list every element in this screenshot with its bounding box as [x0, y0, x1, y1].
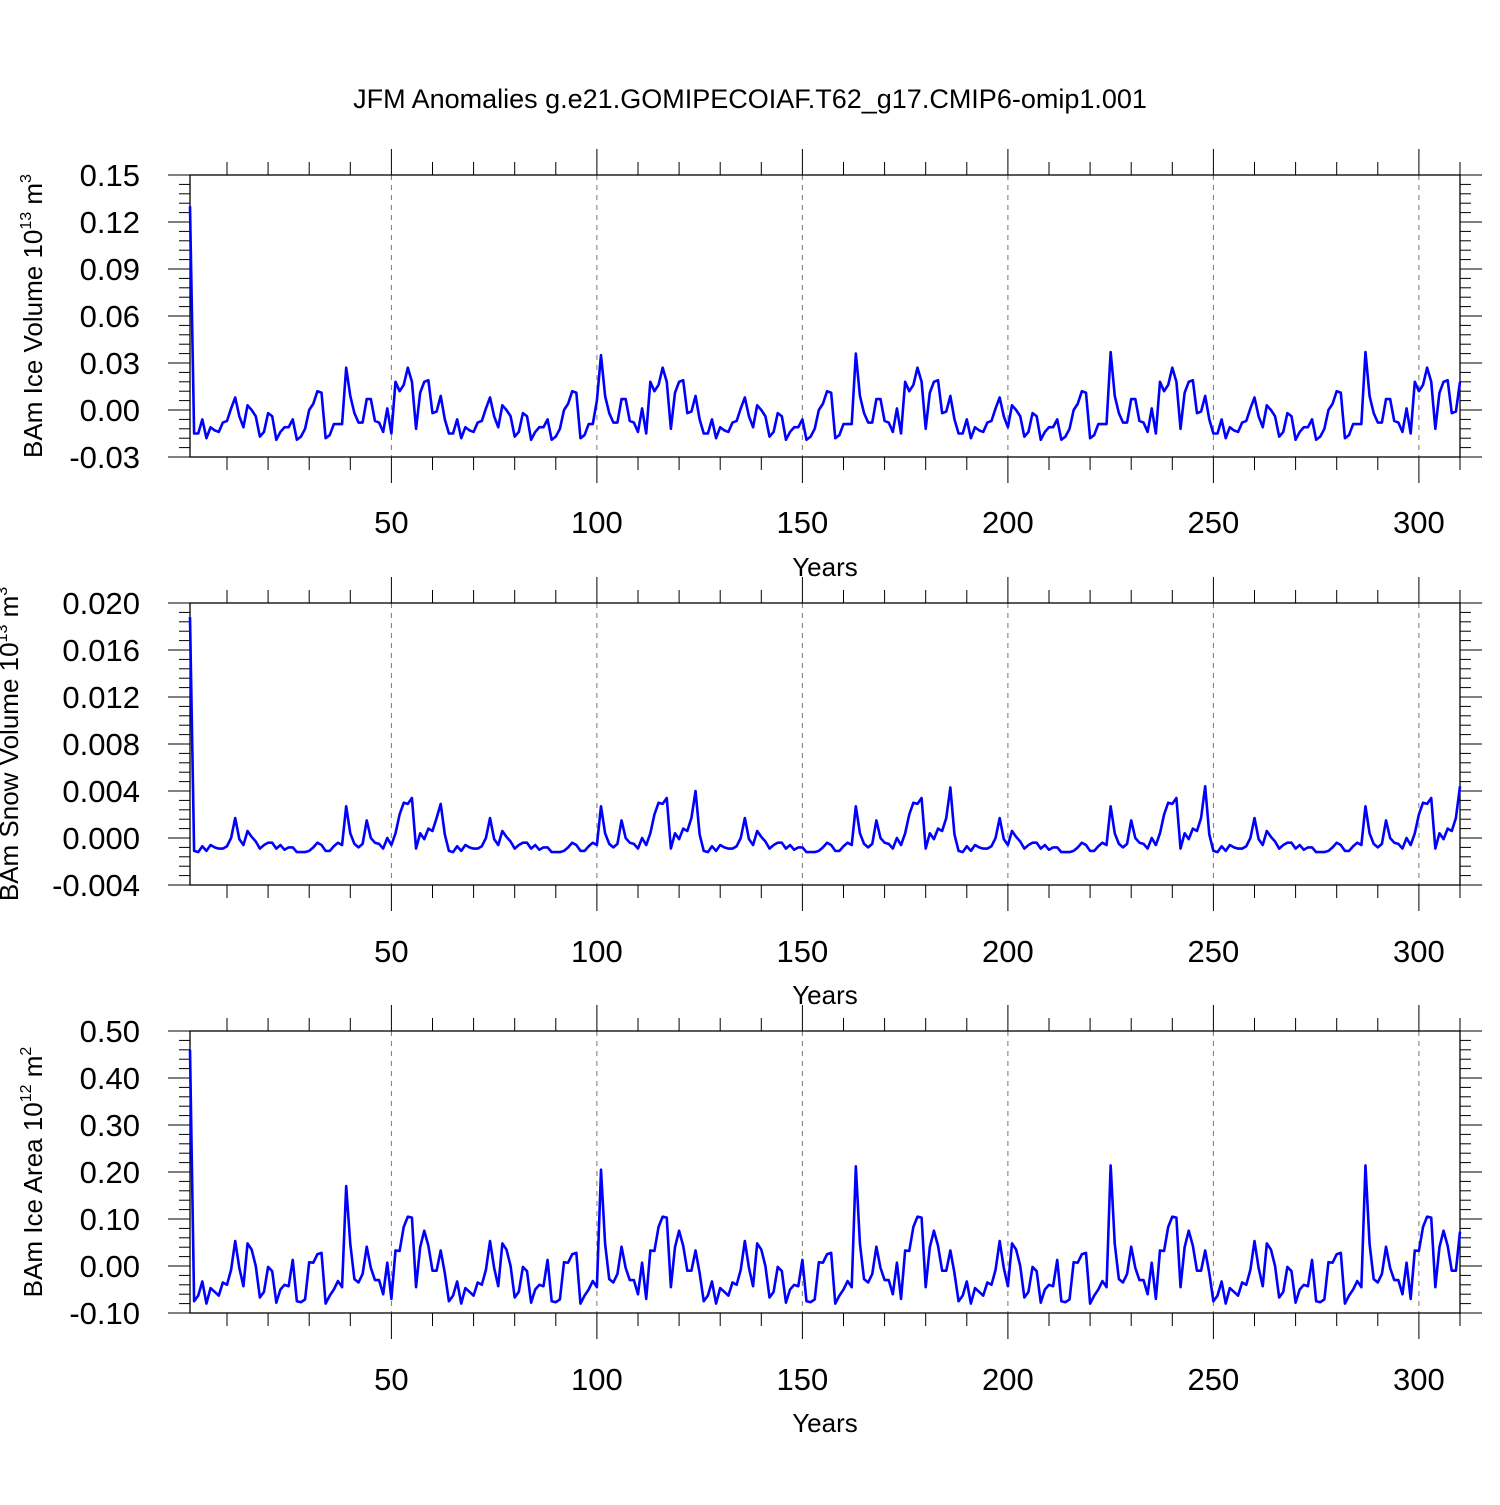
y-tick-label: -0.004	[52, 868, 140, 903]
y-tick-label: 0.12	[80, 205, 140, 240]
y-tick-label: 0.00	[80, 1249, 140, 1284]
x-tick-label: 100	[571, 934, 623, 969]
x-tick-label: 300	[1393, 1362, 1445, 1397]
x-axis-label: Years	[792, 1408, 858, 1438]
y-tick-label: -0.10	[69, 1296, 140, 1331]
y-tick-label: 0.06	[80, 299, 140, 334]
plot-frame	[189, 174, 1461, 458]
y-axis-label: BAm Snow Volume 1013 m3	[0, 587, 24, 901]
plot-frame	[189, 1030, 1461, 1314]
y-tick-label: 0.03	[80, 346, 140, 381]
y-tick-label: 0.09	[80, 252, 140, 287]
y-tick-label: 0.40	[80, 1061, 140, 1096]
y-tick-label: 0.15	[80, 158, 140, 193]
x-tick-label: 100	[571, 505, 623, 540]
panel-1: -0.03 0.00 0.03 0.06 0.09 0.12 0.15 50 100 150 200…	[18, 149, 1482, 582]
panel-2: -0.004 0.000 0.004 0.008 0.012 0.016 0.020 50 10…	[0, 577, 1482, 1010]
x-axis-label: Years	[792, 552, 858, 582]
plot-frame	[189, 602, 1461, 886]
x-tick-label: 150	[777, 1362, 829, 1397]
y-axis-label: BAm Ice Volume 1013 m3	[18, 174, 48, 458]
x-tick-label: 250	[1188, 934, 1240, 969]
x-tick-label: 150	[777, 505, 829, 540]
x-tick-label: 50	[374, 934, 408, 969]
x-tick-label: 200	[982, 505, 1034, 540]
y-tick-label: 0.012	[62, 680, 140, 715]
x-tick-label: 250	[1188, 505, 1240, 540]
x-tick-label: 50	[374, 1362, 408, 1397]
y-tick-label: 0.020	[62, 586, 140, 621]
y-tick-label: 0.00	[80, 393, 140, 428]
y-tick-label: 0.50	[80, 1014, 140, 1049]
figure-title: JFM Anomalies g.e21.GOMIPECOIAF.T62_g17.…	[353, 84, 1147, 114]
x-tick-label: 300	[1393, 934, 1445, 969]
y-tick-label: -0.03	[69, 440, 140, 475]
y-tick-label: 0.008	[62, 727, 140, 762]
x-tick-label: 100	[571, 1362, 623, 1397]
x-tick-label: 50	[374, 505, 408, 540]
y-axis-label: BAm Ice Area 1012 m2	[18, 1047, 48, 1298]
y-tick-label: 0.20	[80, 1155, 140, 1190]
y-tick-label: 0.016	[62, 633, 140, 668]
x-tick-label: 200	[982, 1362, 1034, 1397]
y-tick-label: 0.000	[62, 821, 140, 856]
y-tick-label: 0.30	[80, 1108, 140, 1143]
panel-3: -0.10 0.00 0.10 0.20 0.30 0.40 0.50 50 100 150 200…	[18, 1005, 1482, 1438]
x-axis-label: Years	[792, 980, 858, 1010]
series-line	[188, 1049, 1462, 1305]
series-line	[188, 206, 1462, 442]
x-tick-label: 300	[1393, 505, 1445, 540]
x-tick-label: 200	[982, 934, 1034, 969]
y-tick-label: 0.10	[80, 1202, 140, 1237]
y-tick-label: 0.004	[62, 774, 140, 809]
series-line	[188, 617, 1462, 854]
x-tick-label: 250	[1188, 1362, 1240, 1397]
x-tick-label: 150	[777, 934, 829, 969]
